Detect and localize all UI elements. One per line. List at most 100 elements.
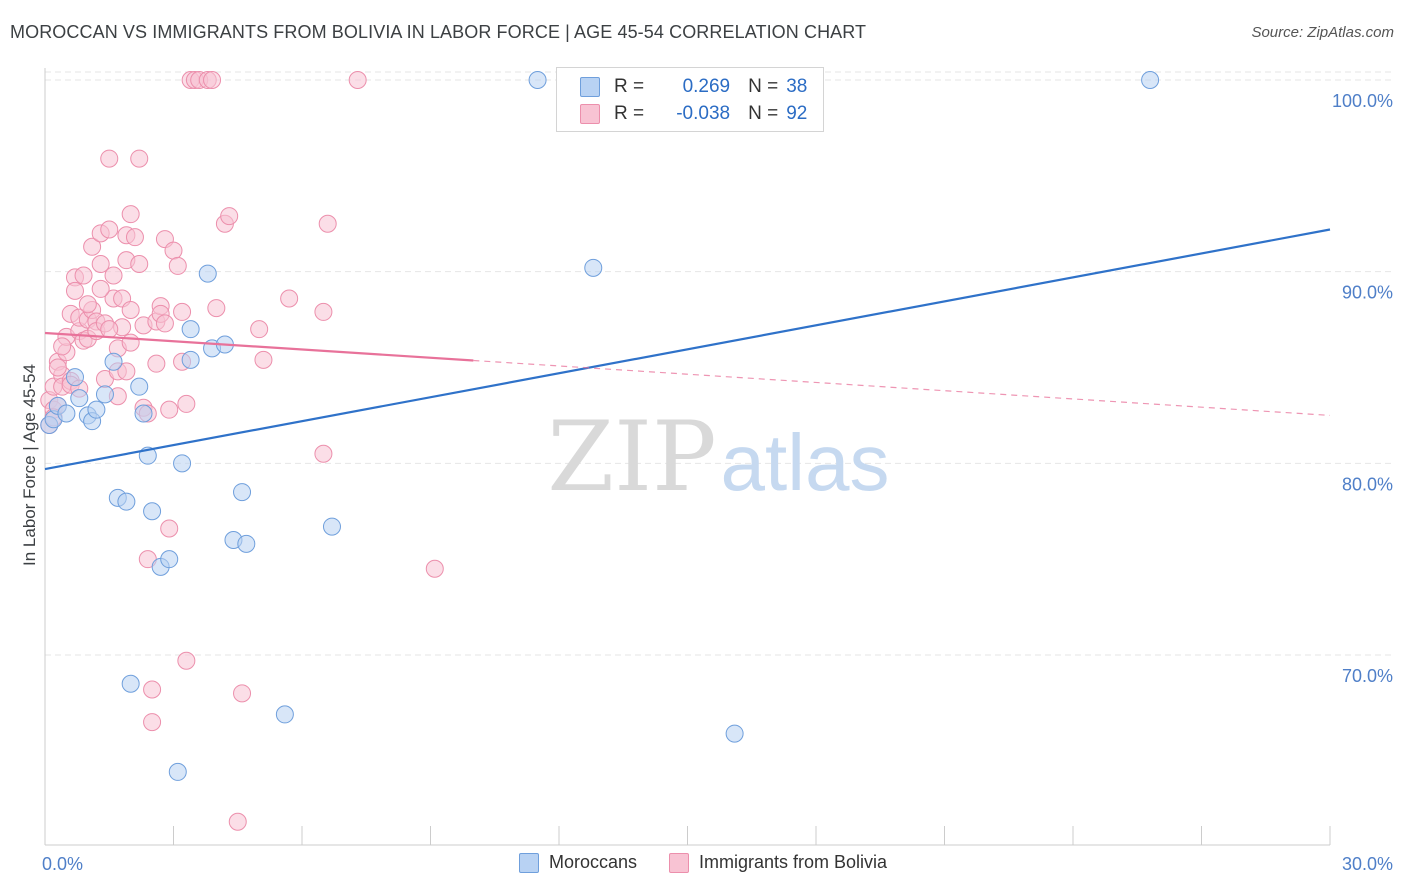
point-bolivia (207, 299, 226, 318)
point-moroccans (117, 492, 136, 511)
trend-line-bolivia (44, 331, 474, 362)
point-moroccans (725, 724, 744, 743)
legend-n-label: N = (748, 103, 779, 124)
point-moroccans (237, 534, 256, 553)
point-moroccans (322, 517, 341, 536)
legend-label-moroccans: Moroccans (548, 852, 637, 872)
point-moroccans (233, 483, 252, 502)
point-bolivia (125, 228, 144, 247)
point-moroccans (181, 320, 200, 339)
point-bolivia (121, 301, 140, 319)
point-bolivia (143, 680, 162, 699)
point-bolivia (155, 314, 174, 333)
point-moroccans (584, 258, 603, 277)
y-tick-label: 70.0% (1342, 666, 1393, 686)
grid-lines (45, 71, 1392, 656)
point-bolivia (220, 207, 239, 226)
point-moroccans (181, 350, 200, 369)
point-bolivia (233, 684, 252, 703)
chart-title: MOROCCAN VS IMMIGRANTS FROM BOLIVIA IN L… (10, 22, 867, 42)
point-moroccans (168, 762, 187, 781)
series-legend: Moroccans Immigrants from Bolivia (0, 852, 1406, 873)
point-bolivia (143, 713, 162, 732)
legend-swatch-pink (580, 104, 600, 124)
point-bolivia (104, 266, 123, 285)
trend-lines (44, 228, 1331, 471)
point-bolivia (177, 651, 196, 670)
point-moroccans (95, 385, 114, 404)
point-bolivia (121, 205, 140, 224)
point-bolivia (173, 302, 192, 321)
series-bolivia-points (40, 71, 444, 831)
point-moroccans (65, 368, 84, 387)
point-moroccans (275, 705, 294, 724)
point-bolivia (425, 559, 444, 578)
point-moroccans (160, 550, 179, 569)
point-bolivia (91, 279, 110, 298)
x-tick-label: 30.0% (1342, 854, 1393, 874)
legend-n-label: N = (748, 76, 779, 97)
point-bolivia (74, 266, 93, 285)
tick-labels: 100.0% 90.0% 80.0% 70.0% 0.0% 30.0% (42, 91, 1393, 874)
legend-row-bolivia: R = -0.038 N = 92 (557, 101, 807, 127)
point-bolivia (48, 358, 67, 377)
point-bolivia (91, 255, 110, 273)
point-bolivia (100, 320, 119, 339)
legend-r-value: 0.269 (682, 76, 731, 97)
point-bolivia (280, 289, 299, 308)
source-label: Source: ZipAtlas.com (1251, 24, 1394, 41)
point-bolivia (160, 519, 179, 538)
y-tick-label: 100.0% (1332, 91, 1393, 111)
trend-line-moroccans (44, 228, 1331, 471)
legend-item-bolivia: Immigrants from Bolivia (668, 852, 887, 873)
point-bolivia (65, 281, 84, 300)
point-bolivia (314, 302, 333, 321)
legend-r-label: R = (614, 103, 645, 124)
point-moroccans (143, 502, 162, 521)
point-moroccans (173, 454, 192, 473)
point-moroccans (87, 400, 106, 419)
point-bolivia (254, 350, 273, 369)
point-bolivia (250, 320, 269, 339)
point-moroccans (134, 404, 153, 423)
point-moroccans (198, 264, 217, 283)
watermark-atlas: atlas (721, 418, 890, 507)
legend-swatch-blue (580, 77, 600, 97)
legend-r-value: -0.038 (676, 103, 731, 124)
point-bolivia (203, 71, 222, 89)
point-bolivia (147, 354, 166, 373)
point-bolivia (314, 444, 333, 463)
series-moroccans-points (40, 71, 1160, 781)
point-bolivia (168, 256, 187, 275)
point-bolivia (100, 220, 119, 239)
y-tick-label: 90.0% (1342, 283, 1393, 303)
point-bolivia (177, 394, 196, 413)
point-bolivia (121, 333, 140, 352)
point-bolivia (53, 337, 72, 356)
point-moroccans (130, 377, 149, 396)
point-moroccans (121, 674, 140, 693)
point-bolivia (100, 149, 119, 168)
point-bolivia (160, 400, 179, 419)
legend-r-label: R = (614, 76, 645, 97)
watermark-zip: ZIP (547, 401, 716, 513)
point-bolivia (348, 71, 367, 89)
point-bolivia (228, 812, 247, 831)
point-bolivia (164, 241, 183, 260)
trend-line-bolivia-dashed (473, 359, 1331, 417)
point-bolivia (117, 362, 136, 381)
point-moroccans (1141, 71, 1160, 89)
point-moroccans (70, 389, 89, 408)
point-bolivia (78, 295, 97, 314)
point-moroccans (528, 71, 547, 89)
x-tick-label: 0.0% (42, 854, 83, 874)
legend-n-value: 92 (786, 103, 808, 124)
point-bolivia (318, 214, 337, 233)
point-bolivia (130, 255, 149, 273)
stats-legend: R = 0.269 N = 38 R = -0.038 N = 92 (556, 67, 824, 132)
point-bolivia (83, 237, 102, 256)
legend-swatch-pink (668, 852, 689, 873)
point-moroccans (104, 352, 123, 371)
legend-row-moroccans: R = 0.269 N = 38 (557, 74, 807, 100)
